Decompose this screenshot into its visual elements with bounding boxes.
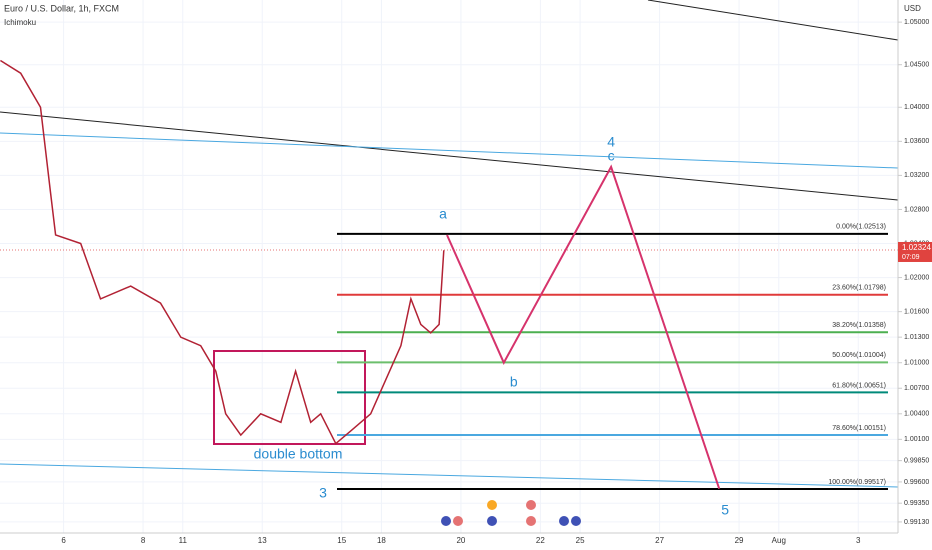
x-tick-label: 6 (61, 536, 66, 545)
annotation: 5 (721, 501, 729, 517)
y-tick-label: 0.99850 (904, 457, 929, 464)
annotation: 3 (319, 485, 327, 501)
wave-path (446, 164, 721, 490)
y-tick-label: 1.05000 (904, 19, 929, 26)
y-tick-label: 1.03200 (904, 172, 929, 179)
annotation: a (439, 206, 447, 222)
x-tick-label: 11 (179, 536, 188, 545)
x-tick-label: 15 (337, 536, 346, 545)
y-tick-label: 1.04000 (904, 104, 929, 111)
fib-label: 38.20%(1.01358) (832, 322, 886, 329)
price-label: 1.02324 (902, 243, 931, 252)
y-tick-label: 0.99600 (904, 479, 929, 486)
channel-line (0, 463, 899, 488)
y-tick-label: 1.01000 (904, 360, 929, 367)
currency: USD (904, 4, 921, 13)
fib-label: 78.60%(1.00151) (832, 425, 886, 432)
fib-label: 23.60%(1.01798) (832, 285, 886, 292)
x-tick-label: Aug (772, 536, 786, 545)
trend-line (647, 0, 899, 41)
x-tick-label: 18 (377, 536, 386, 545)
x-tick-label: 29 (735, 536, 744, 545)
annotation: c (608, 148, 615, 164)
indicator-name: Ichimoku (4, 18, 36, 27)
annotation: b (510, 373, 518, 389)
annotation: double bottom (254, 446, 343, 462)
x-tick-label: 25 (576, 536, 585, 545)
annotation: 4 (607, 134, 615, 150)
fib-label: 50.00%(1.01004) (832, 352, 886, 359)
y-tick-label: 0.99130 (904, 519, 929, 526)
fib-label: 0.00%(1.02513) (836, 224, 886, 231)
plot: 0.00%(1.02513) 23.60%(1.01798) 38.20%(1.01… (0, 59, 898, 517)
countdown: 07:09 (902, 254, 920, 261)
x-tick-label: 20 (456, 536, 465, 545)
y-tick-label: 1.01600 (904, 308, 929, 315)
y-tick-label: 1.04500 (904, 62, 929, 69)
fib-label: 100.00%(0.99517) (828, 479, 886, 486)
y-tick-label: 1.02800 (904, 206, 929, 213)
price-line-series (0, 59, 445, 445)
price-tag (898, 241, 932, 262)
y-tick-label: 0.99350 (904, 500, 929, 507)
pattern-box (213, 350, 366, 445)
x-tick-label: 22 (536, 536, 545, 545)
y-tick-label: 1.02000 (904, 274, 929, 281)
x-tick-label: 27 (655, 536, 664, 545)
x-tick-label: 3 (856, 536, 861, 545)
x-tick-label: 8 (141, 536, 146, 545)
y-tick-label: 1.00700 (904, 385, 929, 392)
symbol-title: Euro / U.S. Dollar, 1h, FXCM (4, 3, 119, 13)
events (441, 500, 581, 526)
fib-label: 61.80%(1.00651) (832, 382, 886, 389)
x-tick-label: 13 (258, 536, 267, 545)
y-tick-label: 1.01300 (904, 334, 929, 341)
trend-line (0, 111, 899, 201)
y-tick-label: 1.03600 (904, 138, 929, 145)
y-tick-label: 1.00400 (904, 411, 929, 418)
y-tick-label: 1.00100 (904, 436, 929, 443)
channel-line (0, 132, 899, 169)
